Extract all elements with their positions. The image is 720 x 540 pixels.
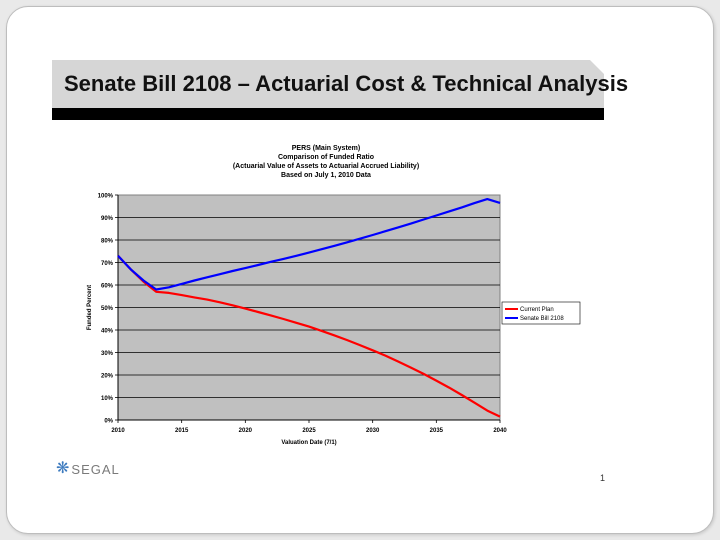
series-senate-bill-line bbox=[117, 198, 501, 291]
title-underline-bar bbox=[52, 108, 604, 120]
legend-box bbox=[501, 301, 581, 325]
title-banner bbox=[52, 60, 604, 108]
chart-title-line-1: PERS (Main System) bbox=[291, 145, 361, 152]
chart-title: PERS (Main System) Comparison of Funded … bbox=[200, 144, 452, 180]
legend-label: Senate Bill 2108 bbox=[520, 316, 564, 322]
chart-title-line-3: (Actuarial Value of Assets to Actuarial … bbox=[232, 163, 420, 170]
x-tick-label: 2035 bbox=[430, 428, 444, 434]
series-current-plan-line bbox=[117, 255, 501, 418]
y-tick-label: 30% bbox=[101, 351, 114, 357]
x-tick-label: 2025 bbox=[302, 428, 316, 434]
star-icon: ❋ bbox=[56, 460, 70, 477]
y-tick-label: 50% bbox=[101, 306, 114, 312]
chart-title-line-2: Comparison of Funded Ratio bbox=[277, 154, 375, 161]
funded-ratio-chart: 0% 10% 20% 30% 40% 50% 60% 70% 80% 90% 100% 2010 201… bbox=[87, 194, 581, 446]
legend-label: Current Plan bbox=[520, 307, 554, 313]
x-tick-label: 2040 bbox=[493, 428, 507, 434]
y-tick-label: 10% bbox=[101, 396, 114, 402]
banner-corner-fold bbox=[590, 60, 604, 74]
x-axis-label: Valuation Date (7/1) bbox=[281, 440, 336, 446]
y-tick-label: 0% bbox=[104, 419, 113, 425]
logo-text: SEGAL bbox=[71, 461, 120, 477]
y-tick-label: 80% bbox=[101, 239, 114, 245]
slide-title: Senate Bill 2108 – Actuarial Cost & Tech… bbox=[64, 71, 629, 96]
y-tick-label: 70% bbox=[101, 261, 114, 267]
y-tick-label: 90% bbox=[101, 216, 114, 222]
y-tick-label: 60% bbox=[101, 284, 114, 290]
segal-logo: ❋ SEGAL bbox=[56, 461, 120, 477]
x-tick-label: 2020 bbox=[239, 428, 253, 434]
chart-title-line-4: Based on July 1, 2010 Data bbox=[281, 172, 371, 179]
x-tick-label: 2010 bbox=[111, 428, 125, 434]
y-axis-label: Funded Percent bbox=[87, 285, 93, 330]
y-tick-label: 100% bbox=[98, 194, 114, 200]
x-tick-label: 2030 bbox=[366, 428, 380, 434]
page-number: 1 bbox=[600, 473, 606, 483]
y-tick-label: 20% bbox=[101, 374, 114, 380]
x-tick-label: 2015 bbox=[175, 428, 189, 434]
y-tick-label: 40% bbox=[101, 329, 114, 335]
